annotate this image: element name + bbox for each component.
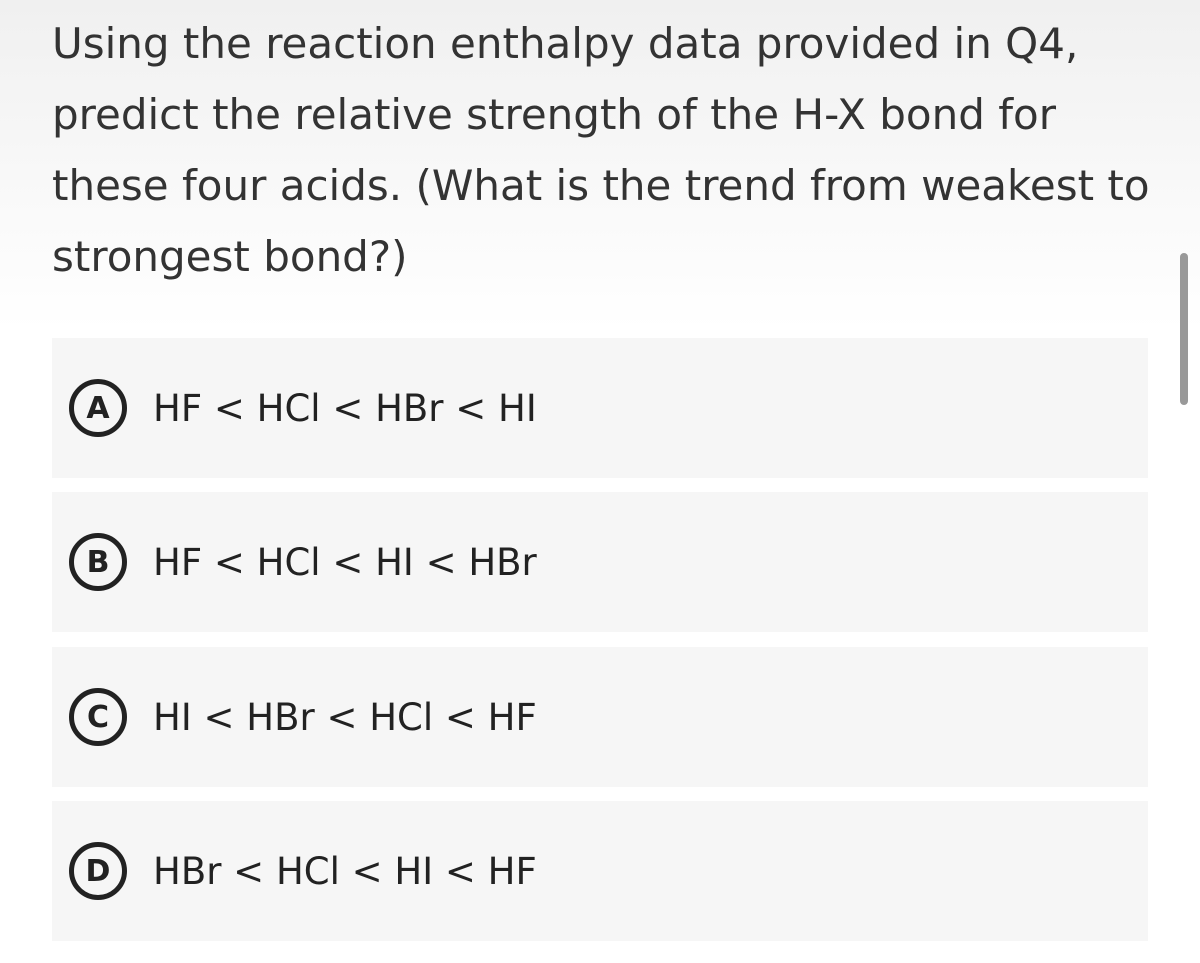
option-letter: B <box>69 533 127 591</box>
option-letter: C <box>69 688 127 746</box>
option-text: HF < HCl < HBr < HI <box>153 386 537 430</box>
option[interactable]: C HI < HBr < HCl < HF <box>52 647 1148 787</box>
option-letter: A <box>69 379 127 437</box>
scrollbar[interactable] <box>1180 253 1188 405</box>
option-text: HI < HBr < HCl < HF <box>153 695 537 739</box>
question: Using the reaction enthalpy data provide… <box>52 19 1150 281</box>
option[interactable]: A HF < HCl < HBr < HI <box>52 338 1148 478</box>
option[interactable]: D HBr < HCl < HI < HF <box>52 801 1148 941</box>
option-text: HBr < HCl < HI < HF <box>153 849 537 893</box>
option-letter: D <box>69 842 127 900</box>
option[interactable]: B HF < HCl < HI < HBr <box>52 492 1148 632</box>
option-text: HF < HCl < HI < HBr <box>153 540 537 584</box>
